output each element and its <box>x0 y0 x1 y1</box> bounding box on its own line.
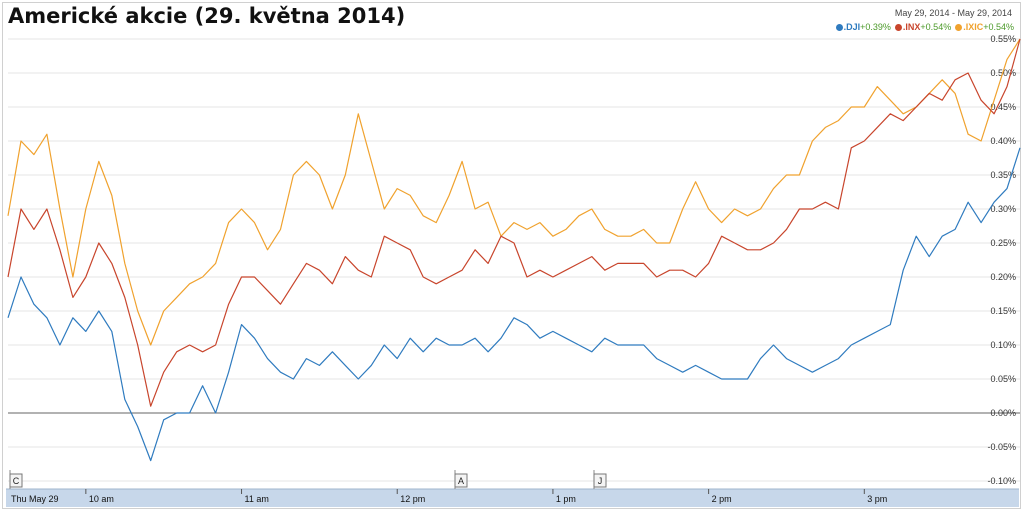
x-tick-label: 12 pm <box>400 494 425 504</box>
y-tick-label: 0.35% <box>990 170 1016 180</box>
time-axis-band <box>6 489 1019 507</box>
legend-series-change: +0.39% <box>860 22 891 32</box>
news-flag-c[interactable]: C <box>9 470 23 489</box>
y-tick-label: 0.40% <box>990 136 1016 146</box>
legend-item-ixic[interactable]: .IXIC+0.54% <box>955 22 1014 32</box>
news-flag-label: J <box>598 476 603 486</box>
x-tick-label: Thu May 29 <box>11 494 59 504</box>
legend-dot-icon <box>955 24 963 31</box>
legend-item-dji[interactable]: .DJI+0.39% <box>835 22 891 32</box>
legend-series-name: .INX <box>902 22 921 32</box>
legend-series-name: .DJI <box>843 22 861 32</box>
y-tick-label: 0.45% <box>990 102 1016 112</box>
y-tick-label: 0.30% <box>990 204 1016 214</box>
news-flag-label: C <box>13 476 20 486</box>
date-range-label: May 29, 2014 - May 29, 2014 <box>894 8 1012 18</box>
y-tick-label: -0.05% <box>987 442 1016 452</box>
series-line-inx[interactable] <box>7 38 1021 407</box>
legend-item-inx[interactable]: .INX+0.54% <box>894 22 952 32</box>
legend-dot-icon <box>835 24 843 31</box>
y-tick-label: 0.10% <box>990 340 1016 350</box>
legend-series-change: +0.54% <box>983 22 1014 32</box>
x-tick-label: 1 pm <box>556 494 576 504</box>
series-line-ixic[interactable] <box>7 38 1021 346</box>
y-tick-label: 0.15% <box>990 306 1016 316</box>
legend-series-name: .IXIC <box>963 22 984 32</box>
y-tick-label: 0.20% <box>990 272 1016 282</box>
y-tick-label: 0.25% <box>990 238 1016 248</box>
legend-series-change: +0.54% <box>920 22 952 32</box>
x-tick-label: 10 am <box>89 494 114 504</box>
x-tick-label: 2 pm <box>712 494 732 504</box>
y-tick-label: 0.55% <box>990 34 1016 44</box>
x-tick-label: 11 am <box>245 494 269 504</box>
news-flag-label: A <box>458 476 464 486</box>
y-tick-label: 0.05% <box>990 374 1016 384</box>
series-line-dji[interactable] <box>7 147 1021 462</box>
legend-dot-icon <box>894 24 902 31</box>
legend: .DJI+0.39% .INX+0.54% .IXIC+0.54% <box>832 22 1014 32</box>
x-tick-label: 3 pm <box>867 494 887 504</box>
y-tick-label: 0.00% <box>990 408 1016 418</box>
y-tick-label: -0.10% <box>987 476 1016 486</box>
news-flag-a[interactable]: A <box>454 470 468 489</box>
page-title: Americké akcie (29. května 2014) <box>8 4 406 28</box>
news-flag-j[interactable]: J <box>593 470 607 489</box>
